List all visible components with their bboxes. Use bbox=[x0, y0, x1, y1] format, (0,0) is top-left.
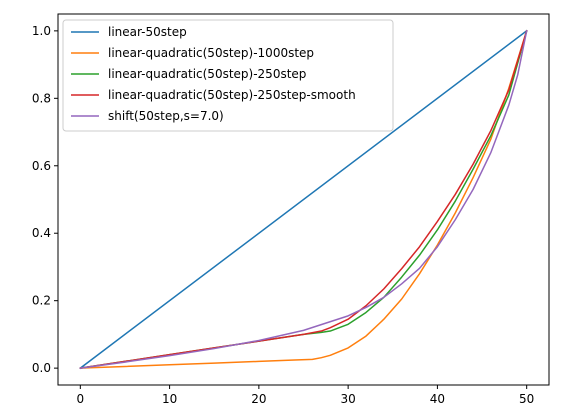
x-tick-label: 40 bbox=[430, 392, 445, 406]
series-lines bbox=[79, 29, 528, 370]
legend: linear-50step linear-quadratic(50step)-10… bbox=[62, 19, 394, 132]
x-tick-label: 50 bbox=[519, 392, 534, 406]
y-tick-label: 1.0 bbox=[32, 24, 51, 38]
legend-box bbox=[62, 19, 394, 132]
legend-label: linear-quadratic(50step)-250step-smooth bbox=[108, 88, 356, 102]
legend-label: linear-quadratic(50step)-1000step bbox=[108, 46, 314, 60]
x-tick-label: 30 bbox=[340, 392, 355, 406]
y-tick-label: 0.2 bbox=[32, 294, 51, 308]
y-tick-label: 0.8 bbox=[32, 91, 51, 105]
legend-label: linear-50step bbox=[108, 25, 187, 39]
y-tick-label: 0.6 bbox=[32, 159, 51, 173]
y-axis: 0.0 0.2 0.4 0.6 0.8 1.0 bbox=[32, 24, 58, 375]
x-tick-label: 20 bbox=[251, 392, 266, 406]
series-line-2 bbox=[79, 29, 528, 369]
legend-label: shift(50step,s=7.0) bbox=[108, 109, 224, 123]
x-tick-label: 10 bbox=[162, 392, 177, 406]
series-line-5 bbox=[79, 29, 528, 369]
legend-label: linear-quadratic(50step)-250step bbox=[108, 67, 306, 81]
x-axis: 0 10 20 30 40 50 bbox=[76, 385, 534, 406]
x-tick-label: 0 bbox=[76, 392, 84, 406]
series-line-1 bbox=[79, 29, 528, 370]
y-tick-label: 0.0 bbox=[32, 361, 51, 375]
plot-area bbox=[57, 13, 550, 386]
y-tick-label: 0.4 bbox=[32, 226, 51, 240]
